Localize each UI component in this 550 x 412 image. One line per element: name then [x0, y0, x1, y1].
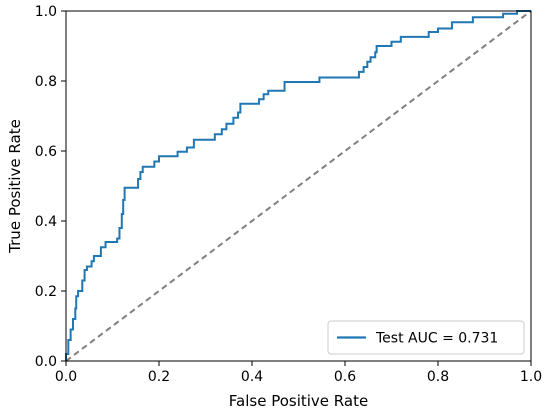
y-axis-label: True Positive Rate — [6, 119, 24, 254]
y-tick-label: 0.0 — [35, 354, 57, 370]
x-tick-label: 0.4 — [241, 369, 263, 385]
x-tick-label: 0.2 — [148, 369, 170, 385]
y-tick-label: 0.8 — [35, 74, 57, 90]
reference-diagonal-line — [65, 10, 532, 362]
x-tick-label: 1.0 — [520, 369, 542, 385]
y-tick-label: 0.6 — [35, 144, 57, 160]
y-tick-label: 0.4 — [35, 214, 57, 230]
y-tick-label: 0.2 — [35, 284, 57, 300]
series-layer — [65, 10, 531, 361]
plot-frame — [65, 10, 532, 362]
legend-box — [327, 320, 525, 355]
y-tick-label: 1.0 — [35, 4, 57, 20]
x-axis: 0.0 0.2 0.4 0.6 0.8 1.0 — [55, 361, 542, 385]
roc-curve-series-0 — [65, 10, 531, 361]
legend-entry-label: Test AUC = 0.731 — [375, 331, 498, 347]
y-axis: 0.0 0.2 0.4 0.6 0.8 1.0 — [35, 4, 66, 370]
x-tick-label: 0.6 — [334, 369, 356, 385]
x-tick-label: 0.8 — [427, 369, 449, 385]
x-tick-label: 0.0 — [55, 369, 77, 385]
x-axis-label: False Positive Rate — [229, 392, 368, 410]
reference-diagonal-layer — [65, 10, 532, 362]
legend: Test AUC = 0.731 — [327, 320, 525, 355]
